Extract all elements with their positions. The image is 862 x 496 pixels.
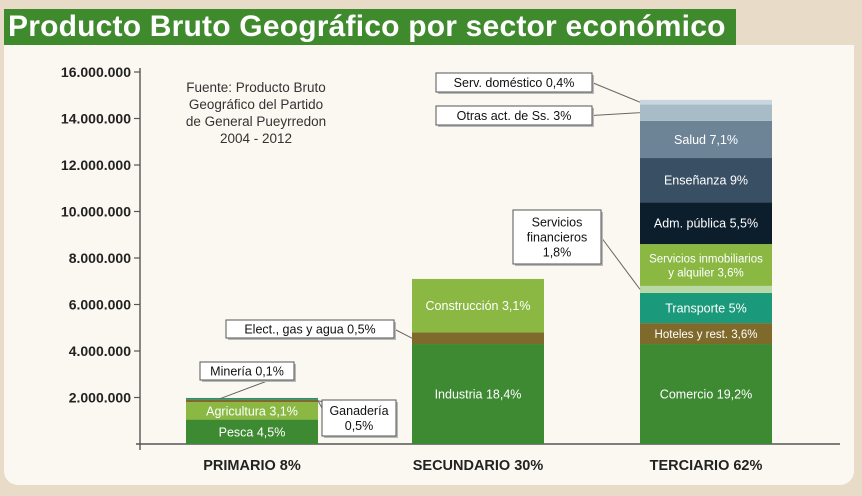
callout-text: Elect., gas y agua 0,5% — [244, 323, 375, 337]
source-note-line: Fuente: Producto Bruto — [186, 80, 326, 95]
y-tick-label: 16.000.000 — [61, 64, 131, 80]
source-note-line: 2004 - 2012 — [220, 131, 292, 146]
bar-segment-label: Pesca 4,5% — [219, 425, 286, 439]
bar-segment-label: Adm. pública 5,5% — [654, 217, 758, 231]
callout-text: financieros — [527, 231, 587, 245]
source-note-line: Geográfico del Partido — [189, 97, 323, 112]
y-tick-label: 10.000.000 — [61, 204, 131, 220]
y-tick-label: 2.000.000 — [69, 390, 131, 406]
bar-segment-label: Agricultura 3,1% — [206, 404, 298, 418]
x-category-label: SECUNDARIO 30% — [413, 458, 544, 474]
bar-segment-label: Salud 7,1% — [674, 133, 738, 147]
bar-segment-label: y alquiler 3,6% — [668, 267, 743, 279]
callout-box — [512, 209, 602, 265]
x-category-label: PRIMARIO 8% — [203, 458, 301, 474]
callout-leader — [317, 400, 323, 409]
bar-segment-label: Servicios inmobiliarios — [649, 253, 763, 265]
bar-segment-label: Transporte 5% — [665, 301, 747, 315]
bar-segment — [412, 278, 544, 333]
callout-box — [199, 361, 295, 381]
bar-segment — [186, 402, 318, 420]
bar-segment — [640, 99, 772, 105]
bar-segment — [640, 120, 772, 159]
y-tick-label: 12.000.000 — [61, 157, 131, 173]
bar-segment-label: Comercio 19,2% — [660, 388, 752, 402]
bar-segment-label: Enseñanza 9% — [664, 174, 748, 188]
y-tick-label: 6.000.000 — [69, 297, 131, 313]
bar-segment — [640, 104, 772, 121]
callout-text: Servicios — [532, 216, 583, 230]
bar-segment — [640, 202, 772, 245]
callout-box — [435, 72, 593, 93]
bar-segment — [186, 399, 318, 403]
y-tick-label: 8.000.000 — [69, 250, 131, 266]
chart-title: Producto Bruto Geográfico por sector eco… — [4, 9, 736, 45]
bar-segment-label: Hoteles y rest. 3,6% — [655, 329, 758, 341]
callout-leader — [591, 82, 641, 103]
source-note-line: de General Pueyrredon — [186, 114, 326, 129]
y-tick-label: 14.000.000 — [61, 111, 131, 127]
callout-text: Otras act. de Ss. 3% — [457, 109, 572, 123]
bar-segment — [412, 344, 544, 444]
callout-box — [321, 399, 397, 437]
bar-segment — [640, 344, 772, 444]
callout-text: Minería 0,1% — [210, 365, 284, 379]
callout-text: 1,8% — [543, 246, 572, 260]
bar-segment — [640, 158, 772, 203]
callout-leader — [393, 328, 413, 339]
bar-segment-label: Construcción 3,1% — [426, 299, 531, 313]
callout-box — [225, 319, 395, 339]
bar-segment-label: Industria 18,4% — [435, 388, 522, 402]
bar-segment — [640, 285, 772, 293]
callout-leader — [600, 236, 641, 290]
bar-segment — [186, 419, 318, 444]
callout-text: Ganadería — [329, 404, 388, 418]
bar-segment — [640, 244, 772, 286]
bar-segment — [640, 292, 772, 324]
bar-segment — [640, 323, 772, 345]
callout-leader — [591, 112, 641, 116]
callout-text: Serv. doméstico 0,4% — [454, 76, 575, 90]
callout-box — [435, 105, 593, 126]
y-tick-label: 4.000.000 — [69, 343, 131, 359]
x-category-label: TERCIARIO 62% — [650, 458, 763, 474]
callout-text: 0,5% — [345, 419, 374, 433]
bar-segment — [186, 397, 318, 400]
bar-segment — [412, 332, 544, 345]
